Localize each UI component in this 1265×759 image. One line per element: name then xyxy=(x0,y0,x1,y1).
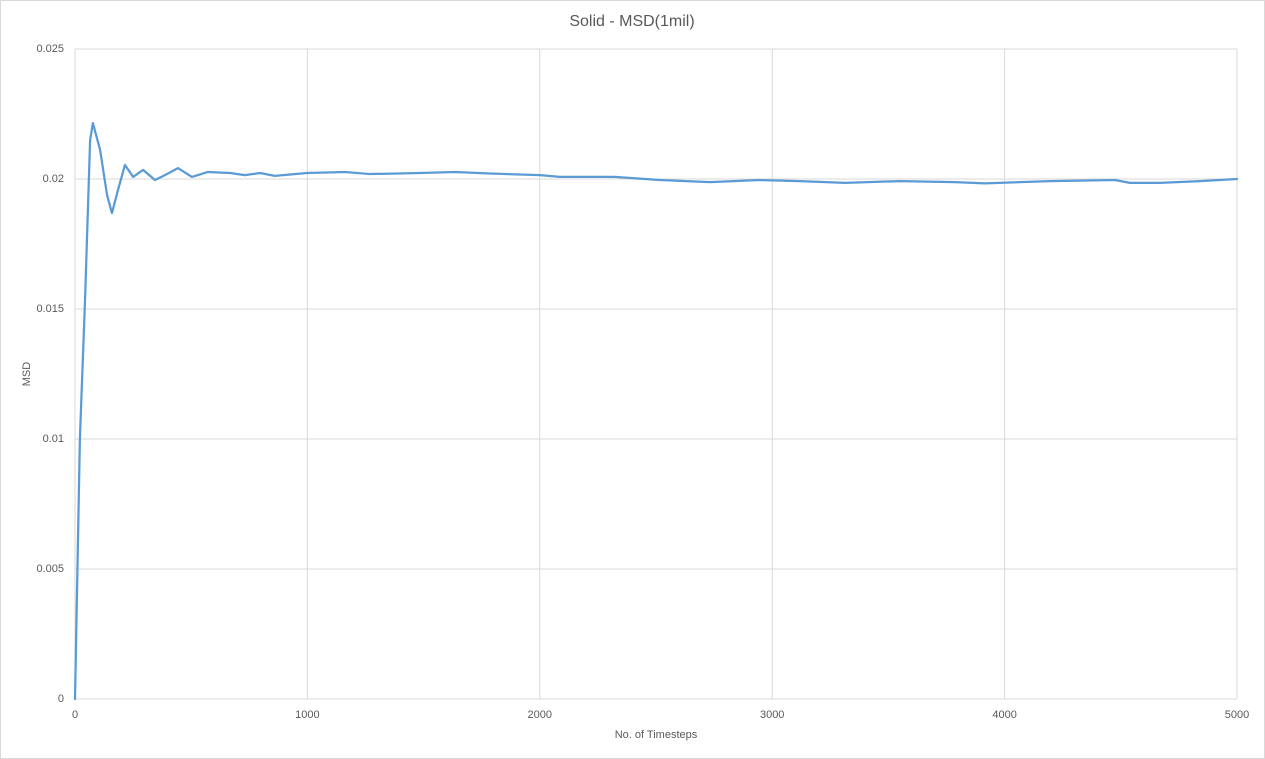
y-tick-label: 0.01 xyxy=(43,433,64,445)
x-tick-label: 3000 xyxy=(760,709,784,721)
chart-title: Solid - MSD(1mil) xyxy=(569,13,694,30)
y-tick-label: 0.02 xyxy=(43,173,64,185)
x-tick-label: 1000 xyxy=(295,709,319,721)
data-line xyxy=(73,121,1239,701)
y-tick-label: 0.025 xyxy=(36,43,64,55)
x-axis-label: No. of Timesteps xyxy=(615,729,698,741)
y-tick-label: 0.015 xyxy=(36,303,64,315)
x-tick-label: 2000 xyxy=(528,709,552,721)
y-tick-label: 0 xyxy=(58,693,64,705)
y-axis-label: MSD xyxy=(21,362,33,387)
x-tick-label: 5000 xyxy=(1225,709,1249,721)
x-tick-label: 4000 xyxy=(992,709,1016,721)
x-tick-label: 0 xyxy=(72,709,78,721)
y-tick-label: 0.005 xyxy=(36,563,64,575)
